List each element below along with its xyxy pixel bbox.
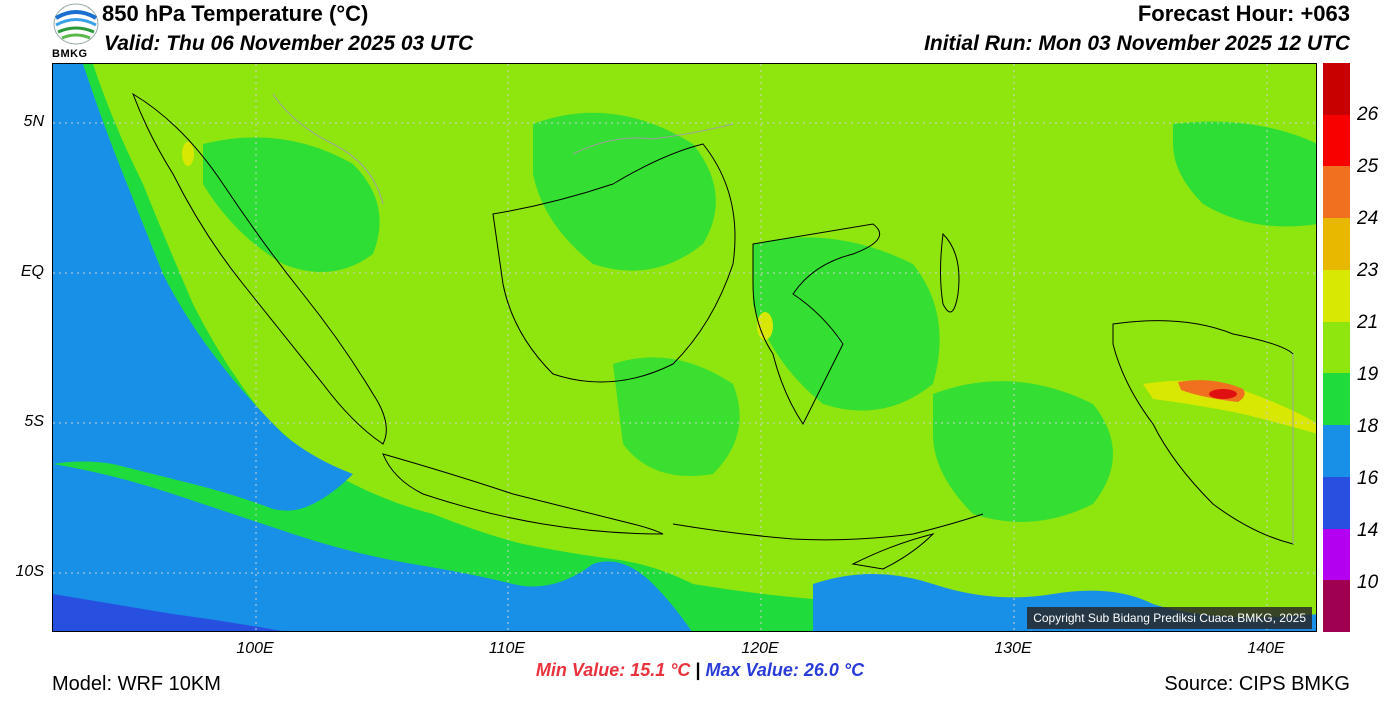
java-coast [382,453,664,535]
x-tick-120e: 120E [741,640,779,657]
green-patch-4 [933,381,1113,522]
logo-text: BMKG [52,48,88,60]
warm-spot-sulawesi [757,312,773,340]
map-title: 850 hPa Temperature (°C) [102,1,369,26]
colorbar-label-21: 21 [1357,312,1379,333]
green-patch-3 [753,237,940,411]
colorbar-segment [1323,321,1350,374]
colorbar-segment [1323,166,1350,219]
colorbar [1323,63,1350,633]
hot-spot-papua [1209,389,1237,399]
colorbar-label-26: 26 [1357,104,1379,125]
colorbar-segment [1323,373,1350,426]
coldest-region [53,594,282,631]
colorbar-label-25: 25 [1357,156,1379,177]
min-max-values: Min Value: 15.1 °C | Max Value: 26.0 °C [0,660,1400,681]
colorbar-segment [1323,114,1350,167]
borneo-coast [492,143,736,383]
forecast-hour: Forecast Hour: +063 [1137,1,1350,26]
colorbar-segment [1323,218,1350,271]
green-patch-6 [613,357,740,476]
min-value: Min Value: 15.1 °C [535,660,691,680]
x-tick-140e: 140E [1247,640,1285,657]
sulawesi-coast [752,223,881,425]
graticule [53,64,1316,631]
colorbar-segment [1323,580,1350,633]
cold-region-blue [53,64,353,511]
y-tick-eq: EQ [20,263,44,280]
valid-time: Valid: Thu 06 November 2025 03 UTC [104,32,474,55]
temperature-map[interactable]: Copyright Sub Bidang Prediksi Cuaca BMKG… [52,63,1317,632]
x-tick-100e: 100E [236,640,274,657]
data-source: Source: CIPS BMKG [1164,673,1350,695]
timor-coast [851,533,935,570]
bmkg-logo [52,2,100,60]
y-tick-10s: 10S [15,563,44,580]
colorbar-label-24: 24 [1357,208,1379,229]
cold-region-south [53,464,692,631]
max-value: Max Value: 26.0 °C [705,660,865,680]
initial-run: Initial Run: Mon 03 November 2025 12 UTC [924,32,1350,55]
x-tick-110e: 110E [488,640,526,657]
colorbar-segment [1323,528,1350,581]
colorbar-label-19: 19 [1357,364,1379,385]
green-patch-1 [203,137,380,272]
warm-spot-sumatra [182,142,194,166]
maluku-coast [940,232,960,313]
colorbar-segment [1323,476,1350,530]
colorbar-segment [1323,63,1350,116]
colorbar-segment [1323,269,1350,323]
coastlines [132,92,1294,570]
model-name: Model: WRF 10KM [52,673,221,695]
colorbar-label-10: 10 [1357,572,1379,593]
x-tick-130e: 130E [994,640,1032,657]
papua-coast [1112,320,1294,545]
sumatra-coast [132,92,387,445]
colorbar-label-18: 18 [1357,416,1379,437]
y-tick-5n: 5N [23,113,44,130]
country-borders [272,93,1294,544]
colorbar-segment [1323,425,1350,478]
copyright-notice: Copyright Sub Bidang Prediksi Cuaca BMKG… [1027,607,1312,629]
green-patch-5 [1173,121,1316,227]
colorbar-label-14: 14 [1357,520,1379,541]
map-canvas [53,64,1316,631]
warm-band-papua [1143,380,1316,434]
green-patch-2 [533,112,716,271]
lesser-sunda-coast [672,513,984,541]
y-tick-5s: 5S [24,413,44,430]
colorbar-label-23: 23 [1357,260,1379,281]
colorbar-label-16: 16 [1357,468,1379,489]
min-max-separator: | [695,660,701,680]
